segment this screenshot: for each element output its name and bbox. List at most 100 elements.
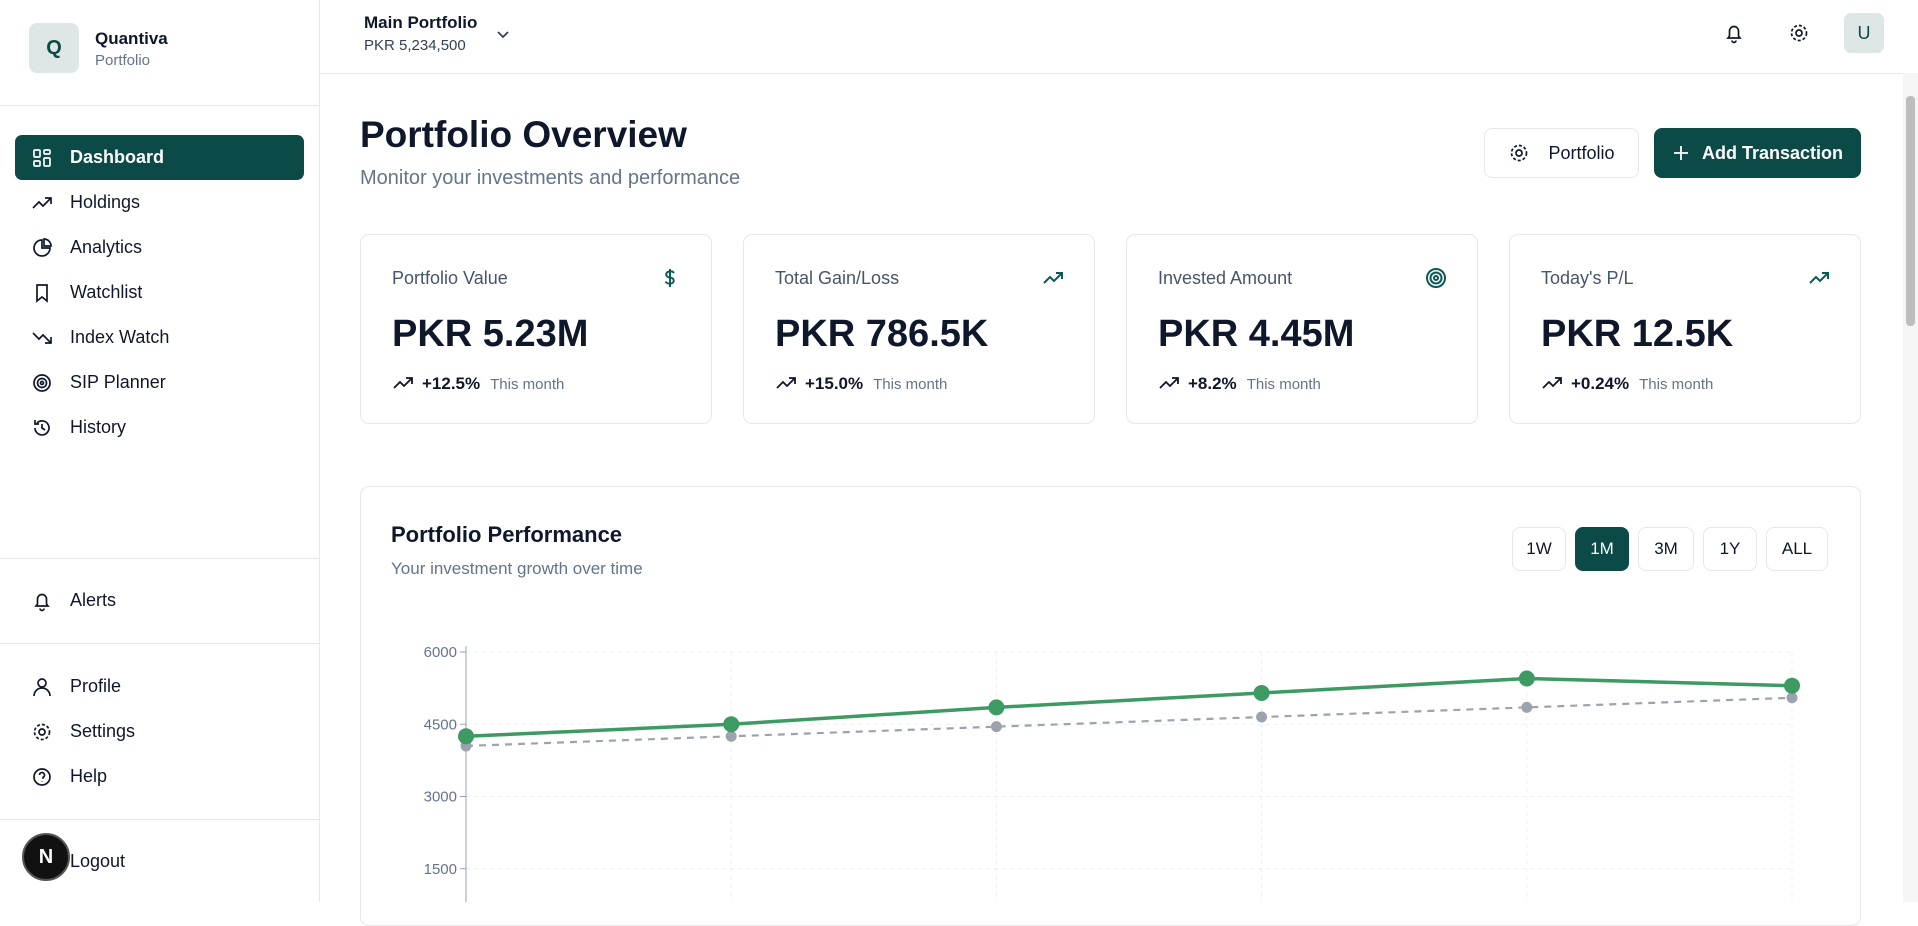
- nav-icon: [33, 723, 51, 740]
- dev-badge[interactable]: N: [22, 833, 70, 881]
- y-tick-label: 1500: [424, 861, 457, 878]
- card-icon: [1809, 272, 1829, 284]
- sidebar: Q Quantiva Portfolio Dashboard Holdings An…: [0, 0, 320, 902]
- nav-label: Watchlist: [70, 282, 143, 302]
- data-point: [1784, 677, 1800, 694]
- nav-item[interactable]: Index Watch: [15, 315, 304, 360]
- stat-card: Total Gain/Loss PKR 786.5K +15.0% This mont…: [743, 234, 1095, 424]
- nav-label: Index Watch: [70, 327, 170, 347]
- card-label: Invested Amount: [1158, 268, 1293, 288]
- card-change: +0.24%: [1571, 374, 1630, 393]
- nav-icon: [33, 373, 51, 392]
- y-tick-label: 4500: [424, 716, 457, 733]
- nav-item[interactable]: Profile: [15, 664, 304, 709]
- nav-icon: [33, 148, 51, 167]
- y-tick-label: 6000: [424, 644, 457, 661]
- nav-item[interactable]: History: [15, 405, 304, 450]
- card-period: This month: [490, 376, 565, 393]
- series-line: [465, 676, 1793, 739]
- plus-icon: [1673, 146, 1688, 160]
- page-subtitle: Monitor your investments and performance: [360, 167, 741, 189]
- nav-icon: [34, 419, 50, 436]
- settings-icon[interactable]: [1788, 22, 1810, 44]
- data-point: [725, 730, 737, 742]
- nav-label: Profile: [70, 676, 122, 696]
- top-bar: [320, 0, 1918, 74]
- divider: [0, 643, 319, 644]
- data-point: [1521, 701, 1533, 713]
- data-point: [1253, 684, 1270, 701]
- nav-item[interactable]: Holdings: [15, 180, 304, 225]
- y-tick-label: 3000: [424, 789, 457, 806]
- nav-item[interactable]: Dashboard: [15, 135, 304, 180]
- series-line: [465, 696, 1793, 748]
- nav-label: Holdings: [70, 192, 141, 212]
- divider: [0, 105, 319, 106]
- avatar[interactable]: U: [1844, 13, 1884, 53]
- nav-label: Dashboard: [70, 147, 165, 167]
- chevron-down[interactable]: [494, 26, 512, 44]
- portfolio-name[interactable]: Main Portfolio: [364, 13, 478, 32]
- card-label: Portfolio Value: [392, 268, 508, 288]
- trend-icon: [393, 377, 413, 389]
- nav-item[interactable]: Analytics: [15, 225, 304, 270]
- brand-name: Quantiva: [95, 29, 168, 48]
- nav-label: Alerts: [70, 590, 117, 610]
- data-point: [1518, 670, 1535, 687]
- card-value: PKR 12.5K: [1541, 313, 1734, 355]
- divider: [0, 558, 319, 559]
- trend-icon: [776, 377, 796, 389]
- nav-item[interactable]: SIP Planner: [15, 360, 304, 405]
- brand-logo[interactable]: Q: [29, 23, 79, 73]
- button-label: Add Transaction: [1701, 142, 1844, 163]
- portfolio-button[interactable]: Portfolio: [1484, 128, 1639, 178]
- nav-label: Settings: [70, 721, 136, 741]
- nav-item[interactable]: Settings: [15, 709, 304, 754]
- nav-icon: [33, 767, 51, 786]
- card-period: This month: [1246, 376, 1321, 393]
- period-button[interactable]: 1W: [1512, 527, 1566, 571]
- page-title: Portfolio Overview: [360, 114, 687, 155]
- data-point: [1256, 711, 1268, 723]
- nav-icon: [32, 196, 52, 209]
- bell-icon[interactable]: [1723, 22, 1745, 44]
- nav-item[interactable]: Watchlist: [15, 270, 304, 315]
- nav-label: Logout: [70, 851, 126, 871]
- period-button[interactable]: 1Y: [1703, 527, 1757, 571]
- scrollbar-thumb[interactable]: [1906, 96, 1915, 326]
- card-change: +15.0%: [805, 374, 864, 393]
- nav-icon: [34, 593, 50, 611]
- nav-item[interactable]: Help: [15, 754, 304, 799]
- stat-card: Portfolio Value PKR 5.23M +12.5% This month: [360, 234, 712, 424]
- nav-label: Analytics: [70, 237, 143, 257]
- nav-icon: [33, 677, 51, 696]
- card-icon: [664, 269, 675, 287]
- divider: [0, 819, 319, 820]
- nav-icon: [33, 237, 52, 257]
- trend-icon: [1542, 377, 1562, 389]
- data-point: [990, 721, 1002, 733]
- brand-subtitle: Portfolio: [95, 52, 151, 69]
- period-button[interactable]: ALL: [1766, 527, 1828, 571]
- button-label: Portfolio: [1548, 142, 1615, 163]
- card-icon: [1426, 268, 1446, 288]
- period-button[interactable]: 1M: [1575, 527, 1629, 571]
- portfolio-value: PKR 5,234,500: [364, 37, 466, 54]
- data-point: [458, 728, 474, 745]
- nav-icon: [32, 331, 52, 344]
- card-period: This month: [1639, 376, 1714, 393]
- period-button[interactable]: 3M: [1638, 527, 1694, 571]
- data-point: [988, 699, 1005, 716]
- card-label: Today's P/L: [1541, 268, 1634, 288]
- card-change: +12.5%: [422, 374, 481, 393]
- add-transaction-button[interactable]: Add Transaction: [1654, 128, 1861, 178]
- card-value: PKR 4.45M: [1158, 313, 1355, 355]
- nav-icon: [36, 283, 48, 303]
- panel-subtitle: Your investment growth over time: [391, 559, 643, 578]
- card-change: +8.2%: [1188, 374, 1237, 393]
- nav-label: SIP Planner: [70, 372, 166, 392]
- data-point: [1786, 692, 1798, 704]
- nav-label: Help: [70, 766, 108, 786]
- nav-item[interactable]: Alerts: [15, 578, 304, 623]
